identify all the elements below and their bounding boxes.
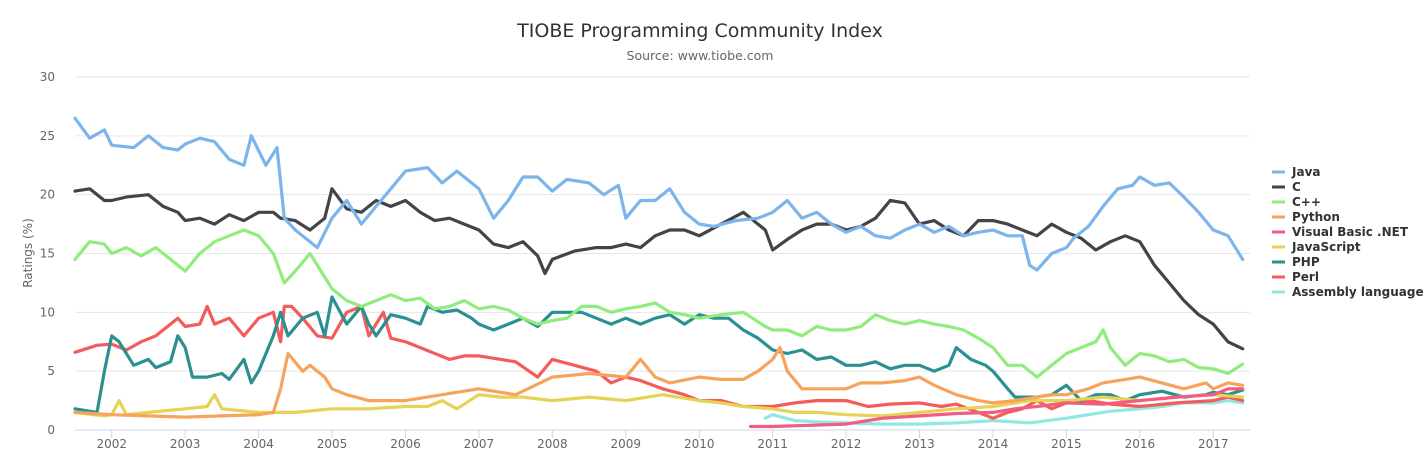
- grid-lines: [75, 76, 1250, 431]
- legend-item-c[interactable]: C: [1272, 180, 1301, 194]
- x-tick-label: 2005: [317, 437, 348, 451]
- chart-title: TIOBE Programming Community Index: [517, 20, 883, 42]
- series-lines: [73, 116, 1245, 429]
- legend-item-php[interactable]: PHP: [1272, 255, 1320, 269]
- x-tick-label: 2009: [611, 437, 642, 451]
- series-line-c[interactable]: [73, 228, 1245, 379]
- x-tick-label: 2008: [537, 437, 568, 451]
- x-tick-label: 2007: [464, 437, 495, 451]
- legend-item-java[interactable]: Java: [1272, 165, 1320, 179]
- series-line-perl[interactable]: [73, 304, 1245, 420]
- series-line-javascript[interactable]: [73, 393, 1245, 418]
- series-line-java[interactable]: [73, 116, 1245, 272]
- x-tick-label: 2006: [390, 437, 421, 451]
- series-line-c[interactable]: [73, 187, 1245, 351]
- x-tick-label: 2017: [1198, 437, 1229, 451]
- y-tick-label: 10: [40, 305, 55, 319]
- legend-label: PHP: [1292, 255, 1320, 269]
- legend-item-python[interactable]: Python: [1272, 210, 1340, 224]
- y-axis-ticks: 0 5 10 15 20 25 30: [40, 70, 55, 437]
- y-tick-label: 30: [40, 70, 55, 84]
- x-tick-label: 2012: [831, 437, 862, 451]
- legend-item-perl[interactable]: Perl: [1272, 270, 1319, 284]
- legend-label: Java: [1291, 165, 1320, 179]
- x-tick-label: 2014: [978, 437, 1009, 451]
- x-tick-label: 2002: [96, 437, 127, 451]
- legend-label: Perl: [1292, 270, 1319, 284]
- series-line-visual-basic-net[interactable]: [749, 387, 1245, 429]
- x-tick-label: 2013: [904, 437, 935, 451]
- x-tick-label: 2004: [243, 437, 274, 451]
- chart-subtitle: Source: www.tiobe.com: [626, 48, 774, 63]
- series-line-python[interactable]: [73, 346, 1245, 419]
- x-tick-label: 2003: [170, 437, 201, 451]
- y-tick-label: 5: [47, 364, 55, 378]
- legend-item-c[interactable]: C++: [1272, 195, 1321, 209]
- x-tick-label: 2015: [1051, 437, 1082, 451]
- y-tick-label: 0: [47, 423, 55, 437]
- x-tick-label: 2010: [684, 437, 715, 451]
- legend-label: C++: [1292, 195, 1321, 209]
- legend-item-javascript[interactable]: JavaScript: [1272, 240, 1361, 254]
- y-tick-label: 25: [40, 129, 55, 143]
- legend-item-assembly-language[interactable]: Assembly language: [1272, 285, 1424, 299]
- x-tick-label: 2011: [757, 437, 788, 451]
- x-tick-label: 2016: [1125, 437, 1156, 451]
- legend-label: C: [1292, 180, 1301, 194]
- y-tick-label: 15: [40, 247, 55, 261]
- legend-label: Python: [1292, 210, 1340, 224]
- y-axis-title: Ratings (%): [21, 218, 35, 288]
- legend-label: Visual Basic .NET: [1292, 225, 1409, 239]
- legend-label: JavaScript: [1291, 240, 1361, 254]
- series-line-php[interactable]: [73, 295, 1245, 414]
- legend-item-visual-basic-net[interactable]: Visual Basic .NET: [1272, 225, 1409, 239]
- x-axis-ticks: 2002 2003 2004 2005 2006 2007 2008 2009 2010 2011…: [96, 430, 1229, 451]
- legend-label: Assembly language: [1292, 285, 1424, 299]
- y-tick-label: 20: [40, 188, 55, 202]
